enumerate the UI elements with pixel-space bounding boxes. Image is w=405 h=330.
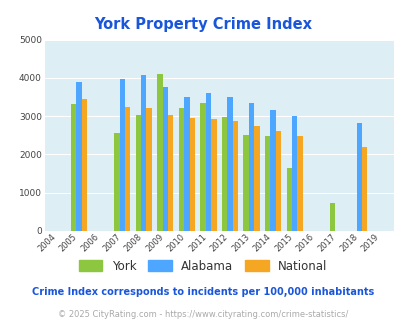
Bar	[114, 133, 119, 231]
Bar	[286, 168, 291, 231]
Bar	[264, 136, 270, 231]
Bar	[275, 131, 281, 231]
Bar	[227, 97, 232, 231]
Bar	[205, 93, 211, 231]
Bar	[184, 97, 189, 231]
Bar	[232, 121, 237, 231]
Bar	[168, 115, 173, 231]
Bar	[356, 123, 361, 231]
Bar	[243, 135, 248, 231]
Bar	[189, 118, 194, 231]
Bar	[76, 82, 82, 231]
Bar	[248, 103, 254, 231]
Legend: York, Alabama, National: York, Alabama, National	[74, 255, 331, 278]
Bar	[119, 79, 125, 231]
Bar	[82, 99, 87, 231]
Bar	[71, 104, 76, 231]
Bar	[135, 115, 141, 231]
Text: © 2025 CityRating.com - https://www.cityrating.com/crime-statistics/: © 2025 CityRating.com - https://www.city…	[58, 310, 347, 319]
Bar	[296, 136, 302, 231]
Bar	[162, 87, 168, 231]
Bar	[254, 126, 259, 231]
Bar	[329, 203, 334, 231]
Bar	[178, 108, 184, 231]
Bar	[222, 117, 227, 231]
Bar	[200, 103, 205, 231]
Bar	[211, 119, 216, 231]
Text: Crime Index corresponds to incidents per 100,000 inhabitants: Crime Index corresponds to incidents per…	[32, 287, 373, 297]
Text: York Property Crime Index: York Property Crime Index	[94, 17, 311, 32]
Bar	[361, 147, 367, 231]
Bar	[146, 108, 151, 231]
Bar	[270, 110, 275, 231]
Bar	[291, 116, 296, 231]
Bar	[125, 107, 130, 231]
Bar	[157, 74, 162, 231]
Bar	[141, 75, 146, 231]
